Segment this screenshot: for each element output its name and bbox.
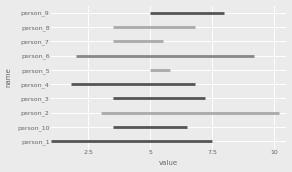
X-axis label: value: value (159, 160, 178, 166)
Y-axis label: name: name (6, 67, 12, 87)
